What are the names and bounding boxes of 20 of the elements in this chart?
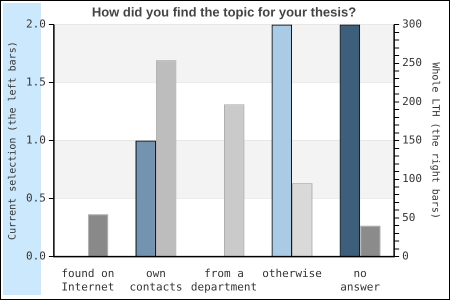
y2-axis-title: Whole LTH (the right bars) <box>429 62 440 219</box>
y-tick-label: 0.0 <box>26 249 46 262</box>
x-tick-label: otherwise <box>262 267 322 280</box>
y2-tick-label: 150 <box>402 133 422 146</box>
x-tick-label: no answer <box>340 267 380 294</box>
x-tick-label: from a department <box>190 267 258 294</box>
y-tick-label: 1.5 <box>26 75 46 88</box>
y2-tick-label: 250 <box>402 56 422 70</box>
x-tick-label: own contacts <box>129 267 182 294</box>
y2-tick-label: 100 <box>402 172 422 186</box>
chart-title: How did you find the topic for your thesis? <box>92 4 356 20</box>
y-axis-title: Current selection (the left bars) <box>8 41 19 240</box>
y-tick-label: 0.5 <box>26 191 46 204</box>
x-tick-label: found on Internet <box>61 267 114 294</box>
y2-tick-label: 0 <box>402 249 409 262</box>
y-tick-label: 1.0 <box>26 133 46 146</box>
y2-tick-label: 200 <box>402 94 422 108</box>
y2-tick-label: 50 <box>402 210 416 224</box>
y2-tick-label: 300 <box>402 17 422 30</box>
y-tick-label: 2.0 <box>26 17 46 30</box>
